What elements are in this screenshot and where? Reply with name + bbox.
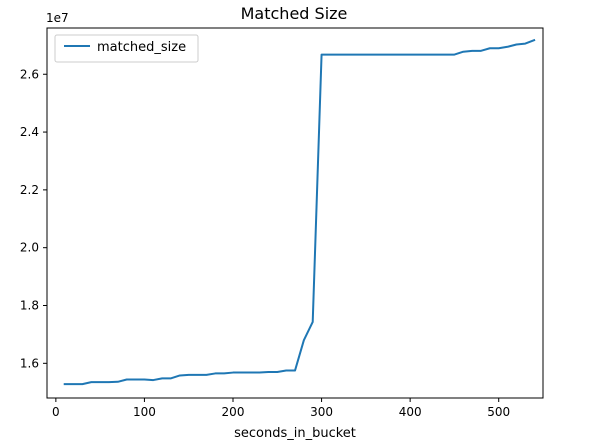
legend: matched_size (54, 34, 199, 63)
y-tick-label: 1.8 (20, 299, 39, 313)
y-tick-label: 2.4 (20, 125, 39, 139)
y-tick-label: 2.6 (20, 67, 39, 81)
x-tick-label: 200 (222, 405, 245, 419)
x-axis-label: seconds_in_bucket (234, 426, 356, 441)
plot-area (46, 27, 544, 399)
x-axis: 0 100 200 300 400 500 (52, 398, 510, 419)
series-line-matched-size (63, 38, 536, 386)
chart-title: Matched Size (241, 4, 348, 23)
y-tick-label: 2.0 (20, 241, 39, 255)
series-layer (63, 38, 536, 386)
y-axis: 1.6 1.8 2.0 2.2 2.4 2.6 (20, 67, 47, 370)
x-tick-label: 100 (133, 405, 156, 419)
legend-box (54, 34, 199, 63)
x-tick-label: 0 (52, 405, 60, 419)
x-tick-label: 300 (310, 405, 333, 419)
x-tick-label: 500 (487, 405, 510, 419)
legend-label-matched-size: matched_size (97, 40, 186, 55)
y-axis-offset-label: 1e7 (46, 11, 69, 25)
x-tick-label: 400 (399, 405, 422, 419)
y-tick-label: 2.2 (20, 183, 39, 197)
y-tick-label: 1.6 (20, 356, 39, 370)
